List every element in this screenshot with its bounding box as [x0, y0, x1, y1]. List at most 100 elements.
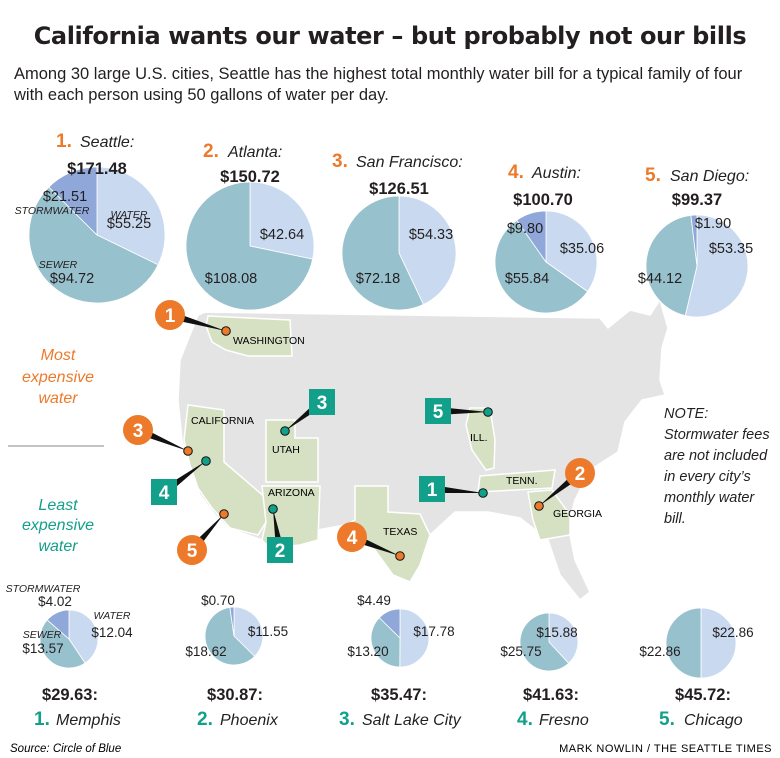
rank-badge-number: 1 — [165, 306, 176, 327]
rank-number: 3. — [332, 151, 348, 172]
marker-san-francisco: 3 — [123, 415, 193, 456]
slice-stormwater — [46, 609, 70, 640]
label-utah: UTAH — [272, 444, 300, 456]
rank-number: 1. — [34, 709, 50, 730]
slice-sewer — [28, 186, 159, 304]
label-washington: WASHINGTON — [233, 335, 305, 347]
slice-stormwater — [48, 166, 98, 236]
marker-chicago: 5 — [425, 398, 493, 424]
city-name: Chicago — [684, 712, 743, 729]
slice-value-stormwater: $9.80 — [507, 221, 543, 237]
slice-water — [700, 607, 737, 679]
utah-state — [265, 419, 319, 483]
pie-san-francisco: $54.33 $72.18 3. San Francisco: $126.51 — [332, 151, 463, 311]
rank-number: 5. — [645, 165, 661, 186]
slice-sewer — [185, 181, 314, 311]
total-bill: $99.37 — [672, 191, 722, 209]
rank-number: 2. — [197, 709, 213, 730]
slice-value-sewer: $94.72 — [50, 271, 94, 287]
page-subtitle: Among 30 large U.S. cities, Seattle has … — [14, 65, 743, 104]
slice-category-water: WATER — [94, 610, 131, 622]
city-dot — [268, 504, 278, 514]
slice-value-sewer: $72.18 — [356, 271, 400, 287]
label-texas: TEXAS — [383, 526, 417, 538]
rank-number: 5. — [659, 709, 675, 730]
rank-badge — [155, 300, 185, 330]
slice-value-stormwater: $1.90 — [695, 216, 731, 232]
rank-badge-number: 5 — [187, 541, 198, 562]
source-text: Source: Circle of Blue — [10, 743, 121, 755]
map-markers: 1 2 3 4 5 1 2 3 4 5 — [123, 300, 595, 565]
marker-atlanta: 2 — [534, 458, 595, 511]
marker-memphis: 1 — [419, 476, 488, 502]
legend-least-heading: Least expensive water — [22, 497, 94, 555]
california-state — [183, 404, 267, 536]
slice-value-sewer: $18.62 — [185, 644, 226, 659]
city-name: San Francisco: — [356, 154, 463, 171]
city-dot — [534, 501, 544, 511]
rank-badge — [309, 389, 335, 415]
city-name: Salt Lake City — [362, 712, 462, 729]
marker-san-diego: 5 — [177, 509, 229, 565]
tennessee-state — [477, 469, 556, 493]
total-bill: $35.47: — [371, 686, 427, 704]
washington-state — [205, 315, 293, 357]
slice-water — [233, 606, 264, 657]
slice-stormwater — [229, 606, 235, 637]
rank-badge — [267, 537, 293, 563]
us-map: WASHINGTON CALIFORNIA UTAH ARIZONA TEXAS… — [177, 298, 669, 602]
pie-salt-lake-city: $17.78 $13.20 $4.49 3. Salt Lake City $35.47: — [339, 593, 462, 730]
slice-category-stormwater: STORMWATER — [6, 583, 81, 595]
slice-value-water: $12.04 — [91, 625, 133, 640]
slice-value-water: $15.88 — [536, 625, 577, 640]
city-name: Austin: — [531, 165, 581, 182]
rank-badge — [337, 522, 367, 552]
rank-badge-number: 2 — [575, 464, 586, 485]
slice-value-water: $35.06 — [560, 241, 604, 257]
credit-text: MARK NOWLIN / THE SEATTLE TIMES — [559, 743, 772, 755]
rank-badge-number: 3 — [133, 421, 144, 442]
city-dot — [221, 326, 231, 336]
rank-badge-number: 2 — [275, 541, 286, 562]
total-bill: $126.51 — [369, 180, 429, 198]
pie-chicago: $22.86 $22.86 5. Chicago $45.72: — [639, 607, 754, 730]
city-dot — [478, 488, 488, 498]
slice-value-water: $22.86 — [712, 625, 753, 640]
slice-category-water: WATER — [111, 209, 148, 221]
slice-category-sewer: SEWER — [23, 629, 62, 641]
slice-stormwater — [690, 214, 698, 267]
total-bill: $41.63: — [523, 686, 579, 704]
marker-salt-lake-city: 3 — [280, 389, 335, 436]
city-name: Memphis — [56, 712, 121, 729]
label-illinois: ILL. — [470, 432, 488, 444]
marker-phoenix: 2 — [267, 504, 293, 563]
total-bill: $29.63: — [42, 686, 98, 704]
slice-sewer — [341, 195, 424, 311]
total-bill: $100.70 — [513, 191, 573, 209]
rank-badge-number: 4 — [159, 483, 170, 504]
slice-water — [548, 612, 579, 664]
slice-value-sewer: $22.86 — [639, 644, 680, 659]
city-name: Phoenix — [220, 712, 279, 729]
slice-value-sewer: $13.20 — [347, 644, 388, 659]
slice-sewer — [519, 612, 570, 672]
city-dot — [219, 509, 229, 519]
pie-fresno: $15.88 $25.75 4. Fresno $41.63: — [500, 612, 589, 730]
slice-value-sewer: $13.57 — [22, 641, 63, 656]
slice-stormwater — [516, 210, 547, 264]
pie-san-diego: $53.35 $44.12 $1.90 5. San Diego: $99.37 — [638, 165, 753, 318]
slice-water — [68, 609, 99, 664]
slice-value-stormwater: $21.51 — [43, 189, 87, 205]
rank-number: 4. — [508, 162, 524, 183]
slice-water — [398, 195, 457, 306]
city-name: Atlanta: — [227, 144, 282, 161]
slice-sewer — [204, 606, 256, 666]
slice-sewer — [39, 619, 86, 669]
slice-water — [399, 608, 430, 668]
marker-austin: 4 — [337, 522, 405, 561]
slice-category-sewer: SEWER — [39, 259, 78, 271]
label-georgia: GEORGIA — [553, 508, 602, 520]
slice-value-sewer: $55.84 — [505, 271, 549, 287]
